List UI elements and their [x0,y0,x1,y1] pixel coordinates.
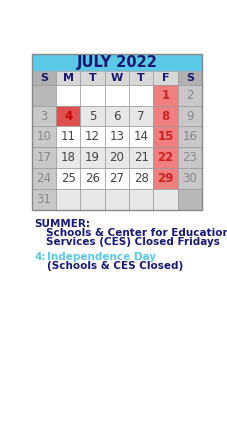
Text: 26: 26 [85,172,100,185]
Text: 12: 12 [85,130,100,143]
Text: 11: 11 [60,130,75,143]
Bar [177,189,201,210]
Text: 28: 28 [133,172,148,185]
Text: 16: 16 [182,130,197,143]
Text: 21: 21 [133,151,148,164]
Text: 1: 1 [161,89,169,102]
Bar [128,85,153,106]
Bar [104,106,128,127]
Text: W: W [110,73,122,83]
Bar [32,54,201,71]
Text: 4:: 4: [35,252,46,262]
Text: 5: 5 [88,110,96,122]
Bar [153,147,177,168]
Text: 18: 18 [60,151,75,164]
Bar [80,85,104,106]
Text: 4: 4 [64,110,72,122]
Bar [32,85,56,106]
Text: JULY 2022: JULY 2022 [76,55,157,70]
Text: 30: 30 [182,172,196,185]
Bar [104,189,128,210]
Bar [32,127,56,147]
Bar [104,127,128,147]
Text: S: S [185,73,193,83]
Bar [177,71,201,85]
Text: SUMMER:: SUMMER: [35,219,90,229]
Text: 31: 31 [36,193,51,206]
Text: 20: 20 [109,151,124,164]
Bar [56,127,80,147]
Text: 23: 23 [182,151,197,164]
Bar [128,189,153,210]
Bar [80,168,104,189]
Bar [128,71,153,85]
Text: M: M [62,73,73,83]
Bar [177,127,201,147]
Bar [32,71,56,85]
Text: 27: 27 [109,172,124,185]
Bar [153,71,177,85]
Bar [177,106,201,127]
Text: Independence Day: Independence Day [47,252,155,262]
Bar [56,168,80,189]
Text: 19: 19 [85,151,100,164]
Bar [153,168,177,189]
Text: 9: 9 [185,110,193,122]
Text: 2: 2 [185,89,193,102]
Bar [128,168,153,189]
Text: 24: 24 [36,172,51,185]
Text: 22: 22 [157,151,173,164]
Text: 14: 14 [133,130,148,143]
Bar [177,147,201,168]
Text: 15: 15 [157,130,173,143]
Text: (Schools & CES Closed): (Schools & CES Closed) [47,261,183,271]
Bar [32,168,56,189]
Text: 29: 29 [157,172,173,185]
Bar [32,147,56,168]
Bar [153,85,177,106]
Bar [56,189,80,210]
Text: 10: 10 [36,130,51,143]
Text: 6: 6 [113,110,120,122]
Bar [153,127,177,147]
Bar [80,189,104,210]
Bar [177,168,201,189]
Text: Services (CES) Closed Fridays: Services (CES) Closed Fridays [45,237,218,247]
Text: 7: 7 [137,110,144,122]
Bar [56,71,80,85]
Bar [80,106,104,127]
Bar [104,168,128,189]
Text: T: T [88,73,96,83]
Bar [104,147,128,168]
Bar [80,127,104,147]
Bar [104,71,128,85]
Bar [153,189,177,210]
Text: 8: 8 [161,110,169,122]
Bar [177,85,201,106]
Bar [128,106,153,127]
Text: F: F [161,73,169,83]
Bar [128,147,153,168]
Text: Schools & Center for Education: Schools & Center for Education [45,228,227,238]
Bar [153,106,177,127]
Bar [80,147,104,168]
Text: T: T [137,73,144,83]
Bar [32,54,201,210]
Text: 25: 25 [60,172,75,185]
Bar [104,85,128,106]
Bar [32,189,56,210]
Bar [56,147,80,168]
Text: 13: 13 [109,130,124,143]
Bar [56,106,80,127]
Text: S: S [39,73,48,83]
Bar [80,71,104,85]
Bar [56,85,80,106]
Text: 17: 17 [36,151,51,164]
Text: 3: 3 [40,110,47,122]
Bar [128,127,153,147]
Bar [32,106,56,127]
